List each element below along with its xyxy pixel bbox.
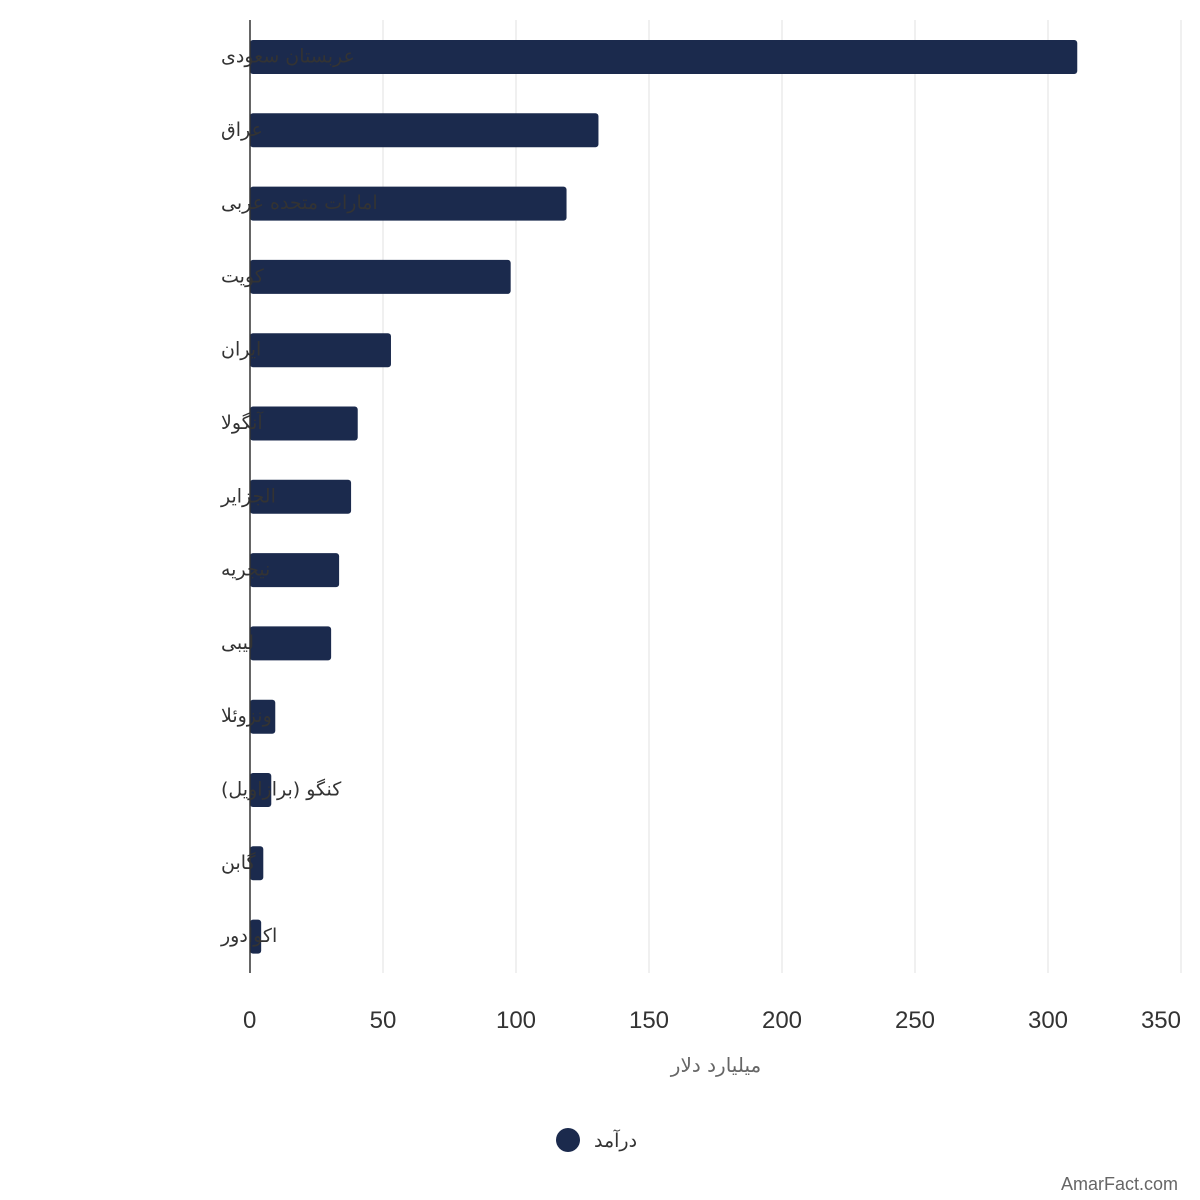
category-label: الجزایر	[220, 485, 276, 507]
bar[interactable]	[250, 479, 352, 514]
bar[interactable]	[250, 186, 567, 221]
category-label: عربستان سعودی	[221, 46, 355, 68]
legend-label: درآمد	[594, 1128, 637, 1152]
x-tick-label: 50	[370, 1007, 397, 1034]
watermark: AmarFact.com	[1061, 1174, 1178, 1194]
x-tick-label: 0	[243, 1007, 256, 1034]
category-label: اکوادور	[220, 925, 277, 947]
category-label: کویت	[221, 265, 265, 287]
category-label: آنگولا	[221, 410, 263, 434]
x-tick-label: 300	[1028, 1007, 1068, 1034]
legend[interactable]: درآمد	[556, 1128, 637, 1152]
bar[interactable]	[250, 773, 272, 807]
category-label: ایران	[221, 339, 261, 361]
x-tick-label: 200	[762, 1007, 802, 1034]
x-tick-label: 350	[1141, 1007, 1181, 1034]
category-label: لیبی	[221, 632, 254, 654]
grid-lines	[382, 20, 1182, 973]
x-tick-label: 250	[895, 1007, 935, 1034]
x-tick-label: 100	[496, 1007, 536, 1034]
x-tick-labels: 0 50 100 150 200 250 300 350	[243, 1007, 1181, 1034]
category-label: امارات متحده عربی	[221, 192, 378, 214]
category-label: کنگو (برازاویل)	[221, 778, 342, 801]
x-tick-label: 150	[629, 1007, 669, 1034]
legend-marker	[556, 1128, 580, 1152]
bar[interactable]	[250, 113, 599, 148]
bar[interactable]	[250, 406, 358, 441]
bar[interactable]	[250, 553, 340, 588]
category-label: نیجریه	[221, 559, 270, 581]
bar[interactable]	[250, 40, 1078, 74]
bars	[250, 40, 1078, 954]
category-label: ونزوئلا	[221, 705, 272, 727]
x-axis-title: میلیارد دلار	[670, 1053, 761, 1077]
category-label: گابن	[221, 851, 257, 874]
category-label: عراق	[221, 119, 263, 141]
bar[interactable]	[250, 699, 276, 734]
bar[interactable]	[250, 259, 511, 294]
category-labels: عربستان سعودی عراق امارات متحده عربی کویت ای…	[220, 46, 378, 948]
bar[interactable]	[250, 333, 391, 368]
bar[interactable]	[250, 919, 262, 954]
bar[interactable]	[250, 626, 332, 661]
bar[interactable]	[250, 846, 264, 881]
